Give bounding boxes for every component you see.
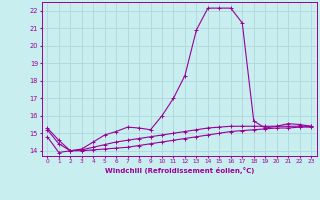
X-axis label: Windchill (Refroidissement éolien,°C): Windchill (Refroidissement éolien,°C) (105, 167, 254, 174)
